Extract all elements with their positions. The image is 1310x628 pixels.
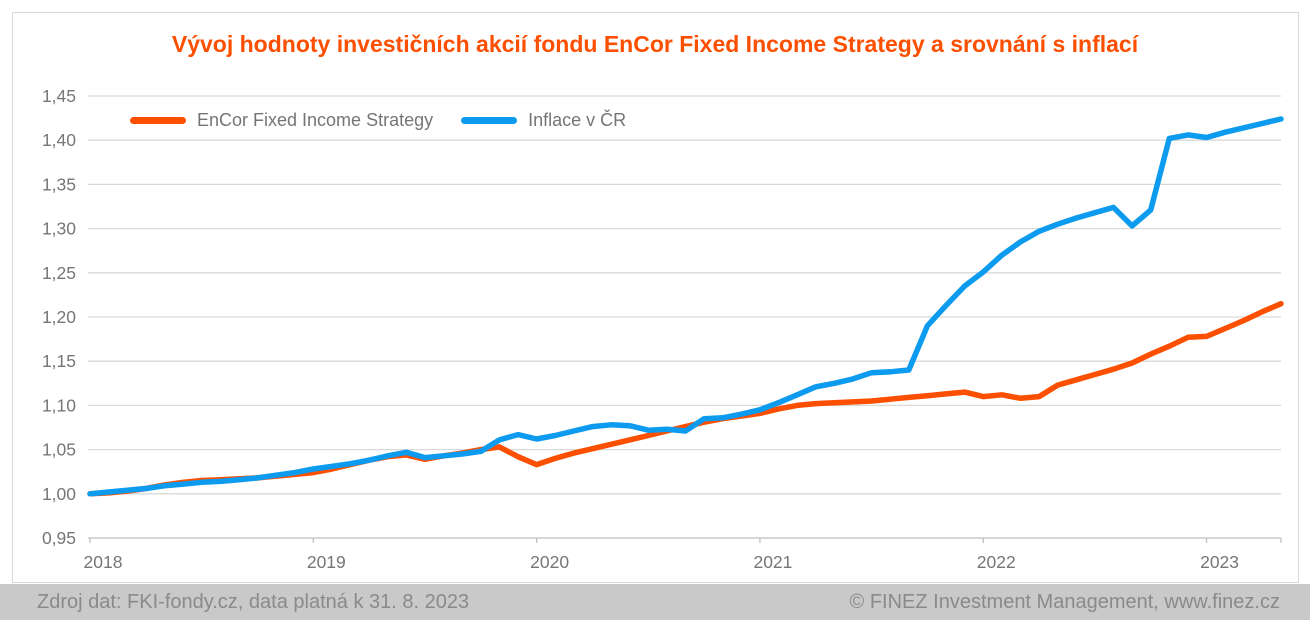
y-axis-tick-label: 0,95 (42, 528, 76, 548)
y-axis-tick-label: 1,40 (42, 130, 76, 150)
y-axis-tick-label: 1,10 (42, 395, 76, 415)
y-axis-tick-label: 1,05 (42, 440, 76, 460)
x-axis-tick-label: 2021 (753, 552, 792, 572)
data-source-note: Zdroj dat: FKI-fondy.cz, data platná k 3… (37, 590, 470, 613)
y-axis-tick-label: 1,35 (42, 174, 76, 194)
copyright-note: © FINEZ Investment Management, www.finez… (849, 590, 1280, 613)
x-axis-tick-label: 2023 (1200, 552, 1239, 572)
legend-label-fund: EnCor Fixed Income Strategy (197, 109, 434, 130)
x-axis-tick-label: 2019 (307, 552, 346, 572)
chart-frame (12, 12, 1299, 583)
y-axis-tick-label: 1,15 (42, 351, 76, 371)
legend-item-fund: EnCor Fixed Income Strategy (130, 110, 433, 131)
inflation-line-swatch-icon (461, 116, 518, 124)
x-axis-tick-label: 2022 (977, 552, 1016, 572)
fund-line-series (87, 300, 1284, 497)
chart-title: Vývoj hodnoty investičních akcií fondu E… (171, 31, 1139, 57)
x-axis-tick-label: 2018 (84, 552, 123, 572)
chart-legend: EnCor Fixed Income Strategy Inflace v ČR (130, 107, 626, 133)
y-axis-tick-label: 1,00 (42, 484, 76, 504)
inflation-line-series (87, 116, 1284, 497)
footer-bar: Zdroj dat: FKI-fondy.cz, data platná k 3… (0, 584, 1310, 620)
y-axis-tick-label: 1,25 (42, 263, 76, 283)
x-axis-tick-label: 2020 (530, 552, 569, 572)
legend-item-inflation: Inflace v ČR (461, 110, 626, 131)
legend-label-inflation: Inflace v ČR (528, 109, 627, 130)
y-axis-tick-label: 1,20 (42, 307, 76, 327)
y-axis-tick-label: 1,30 (42, 219, 76, 239)
fund-line-swatch-icon (130, 116, 186, 124)
y-axis-tick-label: 1,45 (42, 86, 76, 106)
